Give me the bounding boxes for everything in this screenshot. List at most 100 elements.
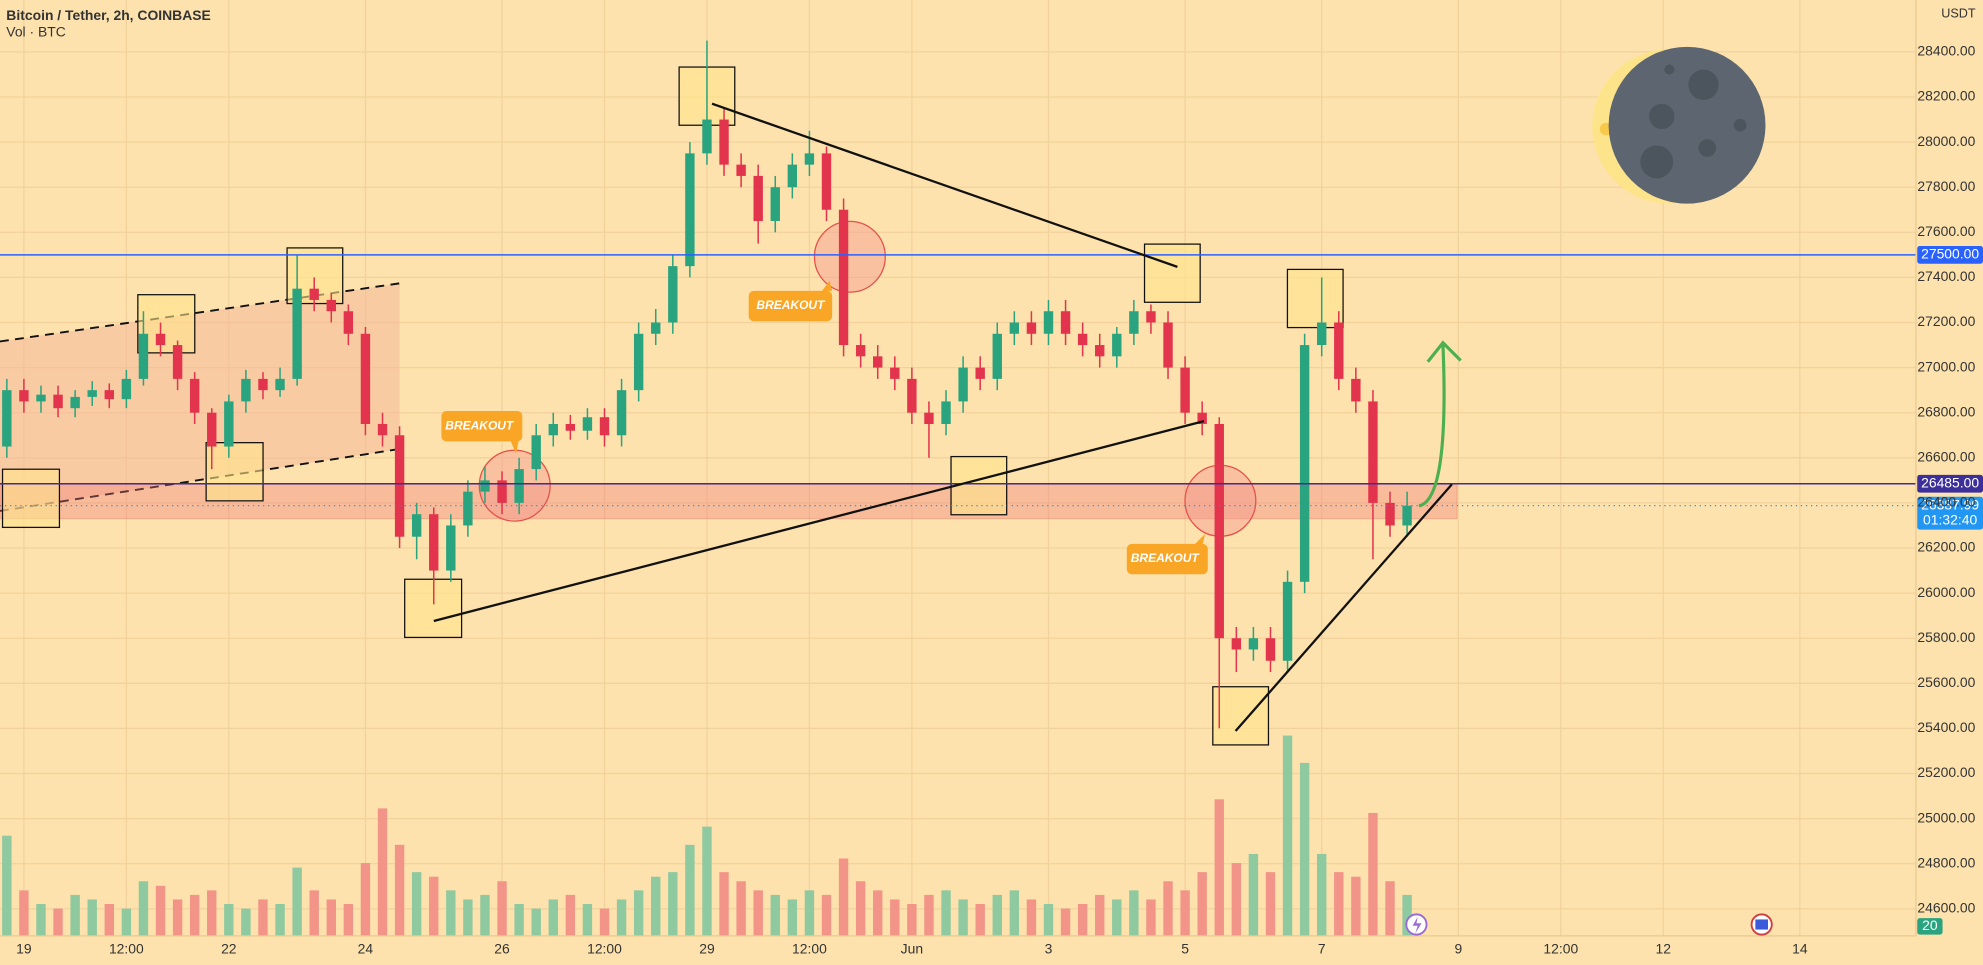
x-tick-label: 12 — [1656, 940, 1672, 956]
volume-bar — [616, 899, 627, 936]
candle-body — [1385, 502, 1395, 526]
highlight-box — [1143, 243, 1201, 303]
breakout-callout — [748, 280, 833, 322]
y-tick-label: 26000.00 — [1917, 584, 1975, 600]
candle-body — [377, 423, 388, 436]
x-tick-label: 24 — [358, 940, 374, 956]
volume-bar — [53, 908, 63, 936]
volume-bar — [531, 908, 541, 936]
volume-bar — [582, 904, 593, 936]
volume-bar — [87, 899, 97, 936]
volume-bar — [804, 890, 815, 936]
candle-body — [907, 378, 917, 413]
candle-body — [787, 164, 798, 188]
volume-bar — [275, 904, 285, 936]
target-arrow — [1418, 340, 1462, 508]
y-tick-label: 24800.00 — [1917, 854, 1975, 870]
candle-body — [138, 333, 149, 379]
highlight-box — [205, 442, 264, 502]
arrow-head — [1426, 340, 1462, 363]
breakout-label: BREAKOUT — [756, 298, 826, 312]
candle-body — [1197, 412, 1207, 424]
volume-bar — [446, 890, 456, 936]
candle-body — [668, 266, 678, 323]
price-level-tag — [1917, 245, 1983, 264]
volume-bar — [651, 876, 661, 936]
volume-bar — [1282, 735, 1293, 936]
y-tick-label: 25400.00 — [1917, 719, 1975, 735]
candle-body — [599, 417, 610, 436]
volume-bar — [1180, 890, 1190, 936]
volume-bar — [1129, 890, 1139, 936]
candle-body — [1060, 311, 1071, 334]
candle-body — [172, 345, 183, 379]
x-tick-label: 14 — [1792, 940, 1808, 956]
x-tick-label: 3 — [1045, 940, 1053, 956]
candle-body — [1095, 345, 1105, 357]
x-tick-label: 12:00 — [1543, 940, 1578, 956]
x-tick-label: 12:00 — [792, 940, 827, 956]
candle-body — [616, 390, 627, 436]
candle-body — [1214, 423, 1224, 639]
trend-line — [1234, 483, 1453, 732]
x-tick-label: Jun — [901, 940, 923, 956]
candle-body — [275, 378, 285, 391]
candle-body — [1077, 333, 1088, 346]
candle-body — [121, 378, 132, 400]
candle-body — [924, 412, 934, 424]
candle-body — [1009, 322, 1020, 334]
volume-bar — [70, 894, 80, 936]
candle-body — [1112, 333, 1122, 357]
breakout-callout — [441, 411, 523, 455]
y-tick-label: 26400.00 — [1917, 494, 1975, 510]
events-icon-glyph — [1412, 916, 1422, 934]
volume-bar — [497, 881, 507, 936]
volume-bar — [1334, 872, 1344, 936]
price-level-label: 27500.00 — [1921, 246, 1979, 262]
trend-line — [711, 102, 1178, 268]
economic-icon-glyph — [1755, 919, 1769, 930]
candle-body — [394, 435, 405, 537]
candle-body — [207, 412, 217, 447]
candle-body — [87, 390, 97, 397]
volume-bar — [326, 899, 336, 936]
x-tick-label: 29 — [699, 940, 715, 956]
volume-badge: 20 — [1922, 917, 1938, 933]
candle-body — [855, 345, 866, 357]
candle-body — [411, 514, 422, 537]
candle-body — [651, 322, 661, 334]
volume-bar — [1060, 908, 1071, 936]
volume-bar — [480, 894, 490, 936]
moon-crater — [1698, 139, 1717, 157]
volume-bar — [787, 899, 798, 936]
candle-body — [633, 333, 644, 391]
moon-crater — [1649, 103, 1675, 130]
candles — [2, 40, 1412, 729]
candle-body — [1180, 367, 1190, 413]
volume-bar — [1009, 890, 1020, 936]
candle-body — [446, 525, 456, 571]
candle-body — [1299, 345, 1310, 582]
candle-body — [548, 423, 558, 436]
candle-body — [719, 119, 729, 165]
last-price-label: 26387.99 — [1921, 496, 1979, 512]
volume-bar — [1112, 899, 1122, 936]
candle-body — [685, 153, 695, 267]
candle-body — [2, 390, 12, 447]
price-level-tag — [1917, 474, 1983, 493]
chart-subtitle: Vol · BTC — [6, 24, 66, 40]
trend-line — [433, 420, 1205, 623]
candle-body — [753, 175, 763, 222]
x-tick-label: 26 — [494, 940, 510, 956]
candle-body — [838, 209, 849, 346]
volume-bar — [514, 904, 524, 936]
y-tick-label: 25600.00 — [1917, 674, 1975, 690]
candle-body — [992, 333, 1002, 379]
candle-body — [958, 367, 968, 402]
candle-body — [463, 491, 473, 526]
volume-bar — [189, 894, 200, 936]
y-tick-label: 25800.00 — [1917, 629, 1975, 645]
highlight-box — [1212, 686, 1270, 746]
candle-body — [1402, 505, 1412, 526]
